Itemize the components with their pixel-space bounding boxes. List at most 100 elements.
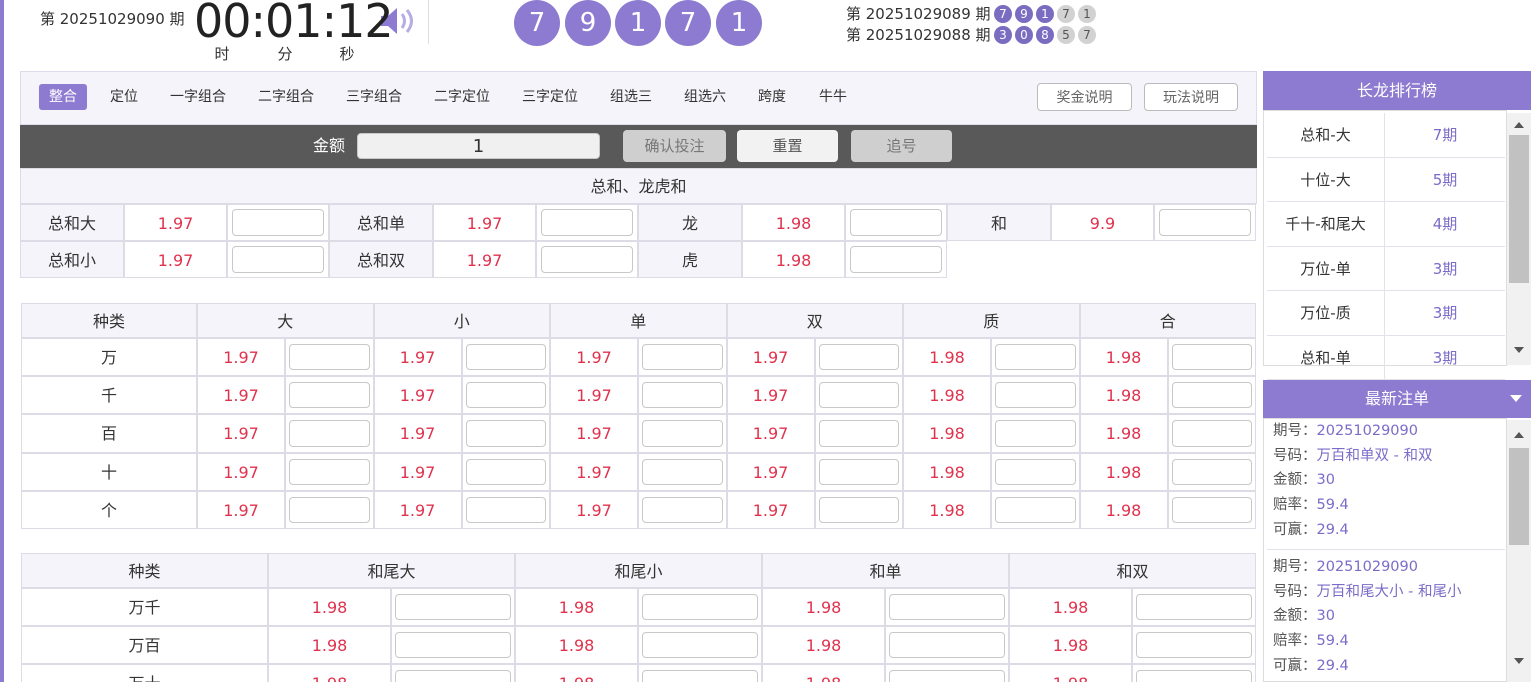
history-ball: 7 (994, 5, 1012, 23)
bet-input[interactable] (1171, 344, 1252, 371)
bet-input[interactable] (289, 344, 370, 371)
tab[interactable]: 牛牛 (819, 89, 847, 105)
column-header: 小 (373, 303, 550, 338)
bet-input[interactable] (889, 632, 1005, 659)
tab[interactable]: 三字组合 (346, 89, 402, 105)
bet-input[interactable] (289, 420, 370, 447)
bet-input[interactable] (395, 670, 511, 682)
bet-input[interactable] (642, 670, 758, 682)
bet-input[interactable] (289, 458, 370, 485)
row-label: 万 (21, 338, 197, 377)
bet-button[interactable]: 追号 (851, 130, 952, 162)
tab[interactable]: 三字定位 (522, 89, 578, 105)
odds: 1.98 (903, 376, 991, 415)
bet-input[interactable] (642, 458, 723, 485)
ranking-name: 千十-和尾大 (1267, 202, 1385, 247)
column-header: 质 (903, 303, 1080, 338)
field-label: 赔率： (1273, 633, 1317, 650)
bet-input[interactable] (1171, 496, 1252, 523)
bet-input[interactable] (232, 246, 324, 273)
field-label: 号码： (1273, 447, 1317, 464)
info-button[interactable]: 玩法说明 (1144, 83, 1238, 111)
bet-button[interactable]: 确认投注 (623, 130, 726, 162)
bet-input[interactable] (1171, 382, 1252, 409)
bet-input[interactable] (818, 496, 899, 523)
bet-button[interactable]: 重置 (737, 130, 838, 162)
bet-input[interactable] (818, 344, 899, 371)
amount-input[interactable]: 1 (357, 133, 600, 159)
bet-input[interactable] (818, 458, 899, 485)
bet-input[interactable] (541, 246, 633, 273)
field-value: 万百和尾大小 - 和尾小 (1316, 583, 1462, 600)
bet-input[interactable] (642, 344, 723, 371)
timer-unit: 分 (277, 45, 293, 63)
bet-name: 总和小 (20, 241, 124, 278)
bet-input[interactable] (995, 382, 1076, 409)
latest-header: 最新注单 (1263, 380, 1531, 418)
field-label: 金额： (1273, 472, 1317, 489)
scroll-thumb[interactable] (1509, 135, 1529, 283)
info-button[interactable]: 奖金说明 (1037, 83, 1132, 111)
field-label: 号码： (1273, 583, 1317, 600)
column-header: 双 (726, 303, 903, 338)
row-label: 百 (21, 414, 197, 453)
bet-input[interactable] (642, 420, 723, 447)
bet-input[interactable] (850, 246, 942, 273)
bet-input[interactable] (1171, 420, 1252, 447)
tab[interactable]: 组选六 (684, 89, 726, 105)
scroll-thumb[interactable] (1509, 448, 1529, 545)
bet-input[interactable] (995, 420, 1076, 447)
tab[interactable]: 组选三 (610, 89, 652, 105)
bet-input[interactable] (289, 382, 370, 409)
bet-input[interactable] (465, 344, 546, 371)
tab[interactable]: 一字组合 (170, 89, 226, 105)
tab[interactable]: 定位 (110, 89, 138, 105)
bet-input[interactable] (465, 382, 546, 409)
row-label: 万十 (21, 664, 268, 682)
bet-input[interactable] (818, 382, 899, 409)
timer-unit: 时 (214, 45, 230, 63)
tab[interactable]: 二字组合 (258, 89, 314, 105)
bet-input[interactable] (642, 496, 723, 523)
bet-input[interactable] (889, 594, 1005, 621)
bet-input[interactable] (889, 670, 1005, 682)
bet-input[interactable] (1136, 670, 1252, 682)
bet-input[interactable] (1171, 458, 1252, 485)
speaker-icon[interactable] (378, 4, 416, 38)
tab[interactable]: 二字定位 (434, 89, 490, 105)
odds: 1.98 (1079, 338, 1168, 377)
bet-input[interactable] (232, 209, 324, 236)
bet-input[interactable] (642, 594, 758, 621)
bet-input[interactable] (1159, 209, 1251, 236)
tab[interactable]: 整合 (39, 84, 87, 110)
bet-input[interactable] (465, 496, 546, 523)
odds: 1.97 (433, 241, 536, 278)
odds: 1.97 (373, 338, 462, 377)
bet-input[interactable] (995, 496, 1076, 523)
tab[interactable]: 跨度 (758, 89, 786, 105)
odds: 1.97 (550, 414, 638, 453)
odds: 1.97 (726, 490, 815, 529)
bet-input[interactable] (1136, 594, 1252, 621)
bet-input[interactable] (465, 420, 546, 447)
dropdown-icon[interactable] (1510, 395, 1522, 403)
odds: 1.98 (1009, 626, 1132, 665)
history-ball: 0 (1015, 26, 1033, 44)
odds: 1.98 (268, 588, 391, 627)
bet-input[interactable] (395, 594, 511, 621)
bet-input[interactable] (995, 344, 1076, 371)
bet-input[interactable] (465, 458, 546, 485)
bet-input[interactable] (289, 496, 370, 523)
bet-input[interactable] (642, 382, 723, 409)
bet-input[interactable] (1136, 632, 1252, 659)
bet-input[interactable] (850, 209, 942, 236)
bet-input[interactable] (642, 632, 758, 659)
field-value: 20251029090 (1316, 559, 1418, 575)
bet-input[interactable] (541, 209, 633, 236)
bet-input[interactable] (995, 458, 1076, 485)
ranking-box (1263, 110, 1507, 366)
bet-input[interactable] (395, 632, 511, 659)
bet-line: 可赢：29.4 (1273, 518, 1505, 542)
column-header: 大 (197, 303, 374, 338)
bet-input[interactable] (818, 420, 899, 447)
